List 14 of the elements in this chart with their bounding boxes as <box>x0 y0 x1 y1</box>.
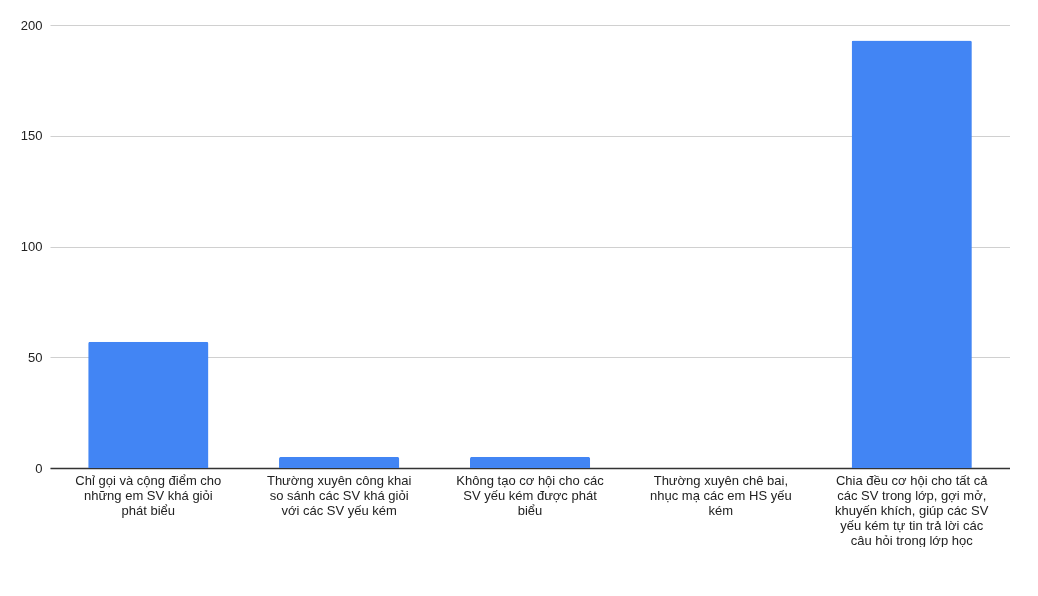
bar <box>469 456 591 468</box>
y-tick-label: 150 <box>20 128 43 144</box>
x-tick-label: Thường xuyên chê bai, nhục mạ các em HS yếu kém <box>650 472 792 518</box>
y-tick-label: 100 <box>20 239 43 254</box>
bar <box>88 341 209 468</box>
x-tick-label: Chia đều cơ hội cho tất cả các SV trong lớp, gợi mở, khuyến khích, giúp các SV yếu kém tự tin trả lời các câu hỏi trong lớp học <box>835 472 989 548</box>
y-tick-label: 0 <box>35 460 43 476</box>
x-tick-label: Không tạo cơ hội cho các SV yếu kém được phát biểu <box>456 472 605 518</box>
y-tick-label: 200 <box>20 17 43 33</box>
bar <box>851 40 972 468</box>
y-tick-label: 50 <box>28 349 43 365</box>
bar <box>279 456 400 468</box>
x-tick-label: Chỉ gọi và cộng điểm cho những em SV khá giỏi phát biểu <box>75 472 222 518</box>
x-tick-label: Thường xuyên công khai so sánh các SV khá giỏi với các SV yếu kém <box>266 472 412 518</box>
